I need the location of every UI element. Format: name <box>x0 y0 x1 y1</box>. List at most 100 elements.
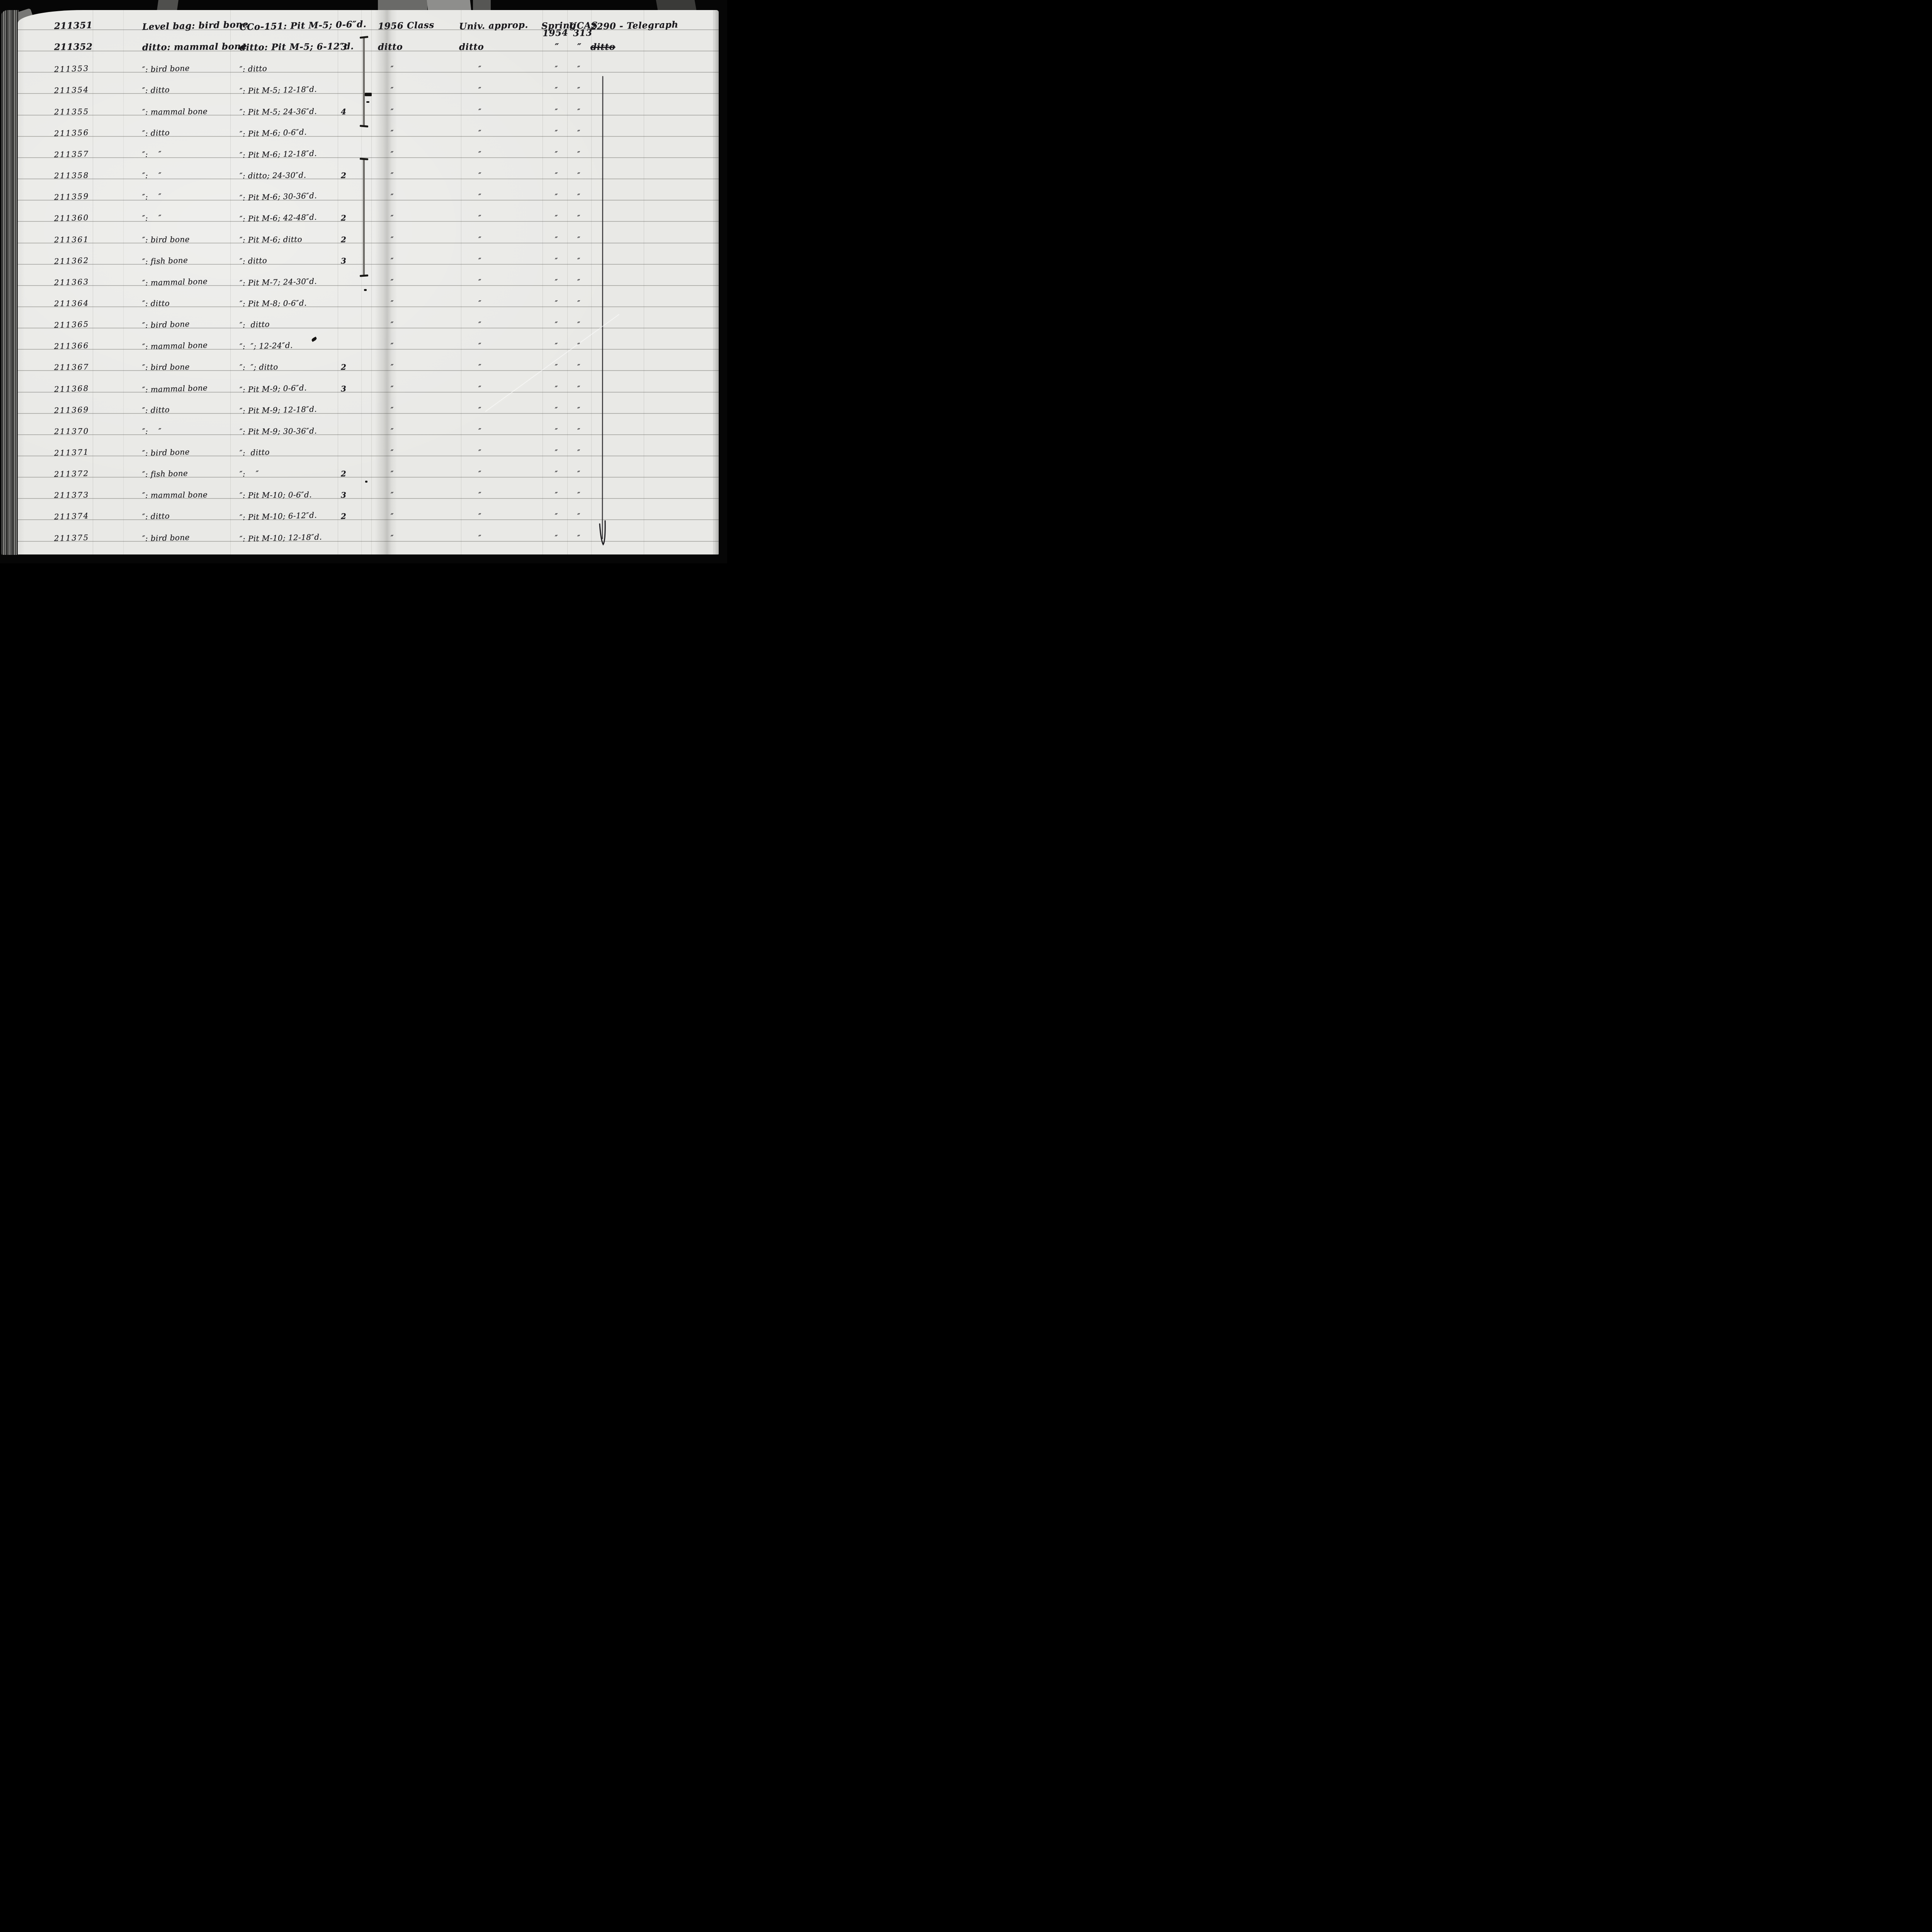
collector-class: ″ <box>390 490 394 500</box>
season-entry: ″ <box>554 362 558 372</box>
catalog-number: 211352 <box>54 41 93 53</box>
fund-source: ″ <box>478 213 482 223</box>
accession-code: ″ <box>577 447 581 457</box>
provenance-entry: ″: Pit M-9; 12-18″d. <box>239 404 317 416</box>
accession-code: ″ <box>577 362 581 372</box>
fund-source: ″ <box>478 384 482 393</box>
collector-class: ″ <box>390 128 394 138</box>
ledger-row: 211372 ″: fish bone ″: ″ 2 ″ ″ ″ ″ <box>18 464 719 479</box>
fund-source: ″ <box>478 362 482 372</box>
collector-class: ″ <box>390 362 394 372</box>
collector-class: ″ <box>390 341 394 351</box>
specimen-description: ″: ditto <box>142 511 170 522</box>
specimen-count: 3 <box>340 256 347 265</box>
specimen-description: ditto: mammal bone <box>142 41 247 53</box>
fund-source: ″ <box>478 235 482 244</box>
catalog-number: 211374 <box>54 511 90 522</box>
provenance-entry: ″: Pit M-6; 0-6″d. <box>239 127 307 139</box>
specimen-description: ″: bird bone <box>142 447 190 458</box>
ledger-row: 211362 ″: fish bone ″: ditto 3 ″ ″ ″ ″ <box>18 251 719 266</box>
fund-source: ″ <box>478 341 482 351</box>
specimen-description: ″: mammal bone <box>142 340 208 352</box>
provenance-entry: ″: Pit M-9; 30-36″d. <box>239 426 317 436</box>
season-entry: ″ <box>554 533 558 543</box>
catalog-number: 211351 <box>54 20 93 32</box>
ruled-line-horizontal <box>18 221 719 222</box>
ledger-row: 211352 ditto: mammal bone ditto: Pit M-5… <box>18 38 719 53</box>
season-entry: ″ <box>554 235 558 244</box>
accession-number: 313 <box>573 27 593 39</box>
catalog-number: 211355 <box>54 107 89 117</box>
catalog-number: 211353 <box>54 63 90 74</box>
collector-class: ″ <box>390 447 394 457</box>
collector-class: ″ <box>390 533 394 543</box>
collector-class: ″ <box>390 384 394 393</box>
catalog-number: 211360 <box>54 213 90 223</box>
provenance-entry: ″: Pit M-7; 24-30″d. <box>239 276 317 288</box>
collector-class: ″ <box>390 277 394 287</box>
catalog-number: 211368 <box>54 383 90 394</box>
provenance-entry: ″: Pit M-10; 6-12″d. <box>239 510 317 522</box>
season-entry: ″ <box>554 320 558 330</box>
provenance-entry: ditto: Pit M-5; 6-12″d. <box>239 41 354 53</box>
ledger-row: 211356 ″: ditto ″: Pit M-6; 0-6″d. ″ ″ ″… <box>18 123 719 138</box>
season-entry: ″ <box>554 384 558 393</box>
season-entry: ″ <box>554 128 558 138</box>
accession-code: ″ <box>577 405 581 415</box>
accession-code: ″ <box>577 298 581 308</box>
ruled-line-horizontal <box>18 413 719 414</box>
accession-code: ″ <box>577 64 581 74</box>
season-entry: ″ <box>554 171 558 180</box>
ruled-line-horizontal <box>18 370 719 371</box>
collector-class: ditto <box>378 41 403 53</box>
collector-class: ″ <box>390 320 394 330</box>
provenance-entry: CCo-151: Pit M-5; 0-6″d. <box>239 19 367 33</box>
fund-source: ″ <box>478 405 482 415</box>
locality-entry: ditto <box>590 41 616 53</box>
specimen-description: ″: mammal bone <box>142 490 208 500</box>
accession-code: ″ <box>577 384 581 393</box>
season-entry: ″ <box>554 85 558 95</box>
season-entry: ″ <box>554 405 558 415</box>
ruled-line-vertical <box>591 10 592 554</box>
ledger-row: 211359 ″: ″ ″: Pit M-6; 30-36″d. ″ ″ ″ ″ <box>18 187 719 202</box>
ledger-row: 211368 ″: mammal bone ″: Pit M-9; 0-6″d.… <box>18 379 719 394</box>
fund-source: ditto <box>459 41 484 53</box>
fund-source: ″ <box>478 107 482 116</box>
accession-code: ″ <box>577 128 581 138</box>
specimen-description: ″: bird bone <box>142 234 190 245</box>
ledger-row: 211373 ″: mammal bone ″: Pit M-10; 0-6″d… <box>18 485 719 500</box>
center-fold-shadow <box>375 10 397 554</box>
ruled-line-vertical <box>230 10 231 554</box>
collector-class: ″ <box>390 298 394 308</box>
protruding-page-tab <box>656 0 697 10</box>
collector-class: ″ <box>390 85 394 95</box>
ruled-line-horizontal <box>18 114 719 116</box>
collector-class: ″ <box>390 235 394 244</box>
ruled-line-vertical <box>713 10 714 554</box>
collector-class: ″ <box>390 213 394 223</box>
specimen-description: Level bag: bird bone <box>142 19 249 32</box>
season-entry: ″ <box>554 42 560 53</box>
ink-blot <box>365 481 367 483</box>
specimen-count: 2 <box>340 213 347 223</box>
protruding-page-tab <box>378 0 427 10</box>
provenance-entry: ″: Pit M-9; 0-6″d. <box>239 383 307 395</box>
catalog-number: 211364 <box>54 298 89 308</box>
provenance-entry: ″: ditto <box>239 447 270 458</box>
catalog-number: 211363 <box>54 277 90 287</box>
collector-class: ″ <box>390 64 394 74</box>
season-entry: ″ <box>554 490 558 500</box>
accession-code: ″ <box>577 320 581 330</box>
ruled-line-horizontal <box>18 391 719 393</box>
catalog-number: 211357 <box>54 149 90 159</box>
ledger-row: 211355 ″: mammal bone ″: Pit M-5; 24-36″… <box>18 102 719 117</box>
provenance-entry: ″: Pit M-6; ditto <box>239 234 303 245</box>
catalog-number: 211373 <box>54 490 89 500</box>
accession-code: ″ <box>577 341 581 351</box>
fund-source: ″ <box>478 320 482 330</box>
ledger-row: 211366 ″: mammal bone ″: ″; 12-24″d. ″ ″… <box>18 336 719 351</box>
collector-class: ″ <box>390 469 394 479</box>
ruled-line-vertical <box>371 10 372 554</box>
fund-source: ″ <box>478 171 482 180</box>
